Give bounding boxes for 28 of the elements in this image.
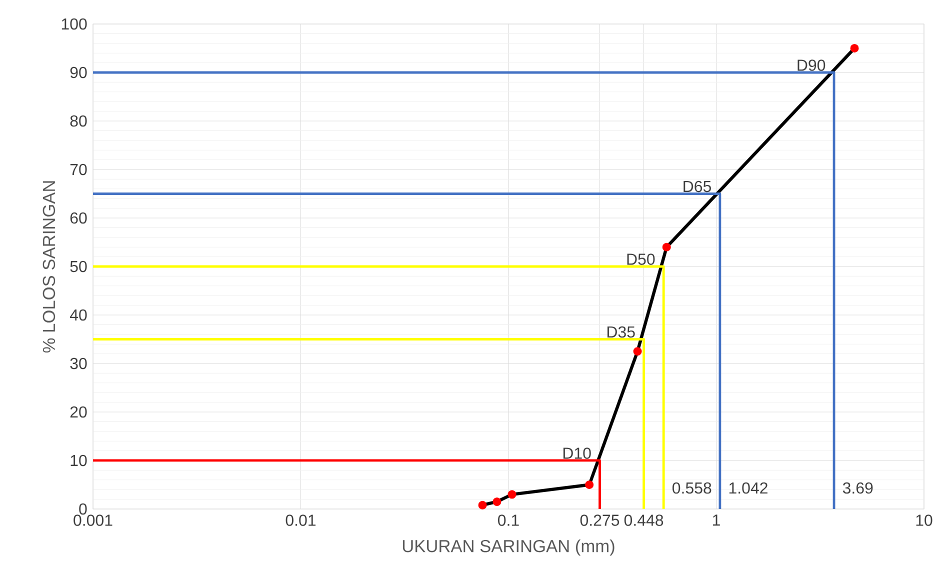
series-label: D10 [563, 448, 591, 459]
y-tick-label: 70 [70, 164, 87, 176]
x-tick-label: 10 [916, 514, 932, 526]
x-tick-label: 0.275 [580, 514, 620, 526]
annotation: 1.042 [729, 482, 768, 494]
x-tick-label: 0.001 [74, 514, 112, 526]
x-tick-label: 1 [713, 514, 720, 526]
y-tick-label: 80 [70, 115, 87, 127]
series-label: D65 [684, 180, 711, 192]
x-tick-label: 0.448 [624, 514, 664, 526]
x-tick-label: 0.1 [498, 514, 519, 526]
x-axis-title: UKURAN SARINGAN (mm) [402, 540, 614, 556]
y-tick-label: 90 [70, 66, 87, 78]
series-label: D90 [798, 60, 826, 71]
y-tick-label: 60 [70, 212, 87, 224]
y-tick-label: 0 [79, 503, 87, 515]
annotation: 0.558 [672, 482, 712, 494]
y-tick-label: 30 [70, 358, 87, 370]
series-label: D35 [607, 326, 635, 338]
x-tick-label: 0.01 [286, 514, 316, 526]
y-tick-label: 10 [70, 454, 87, 466]
annotation: 3.69 [842, 482, 873, 494]
y-tick-label: 40 [70, 309, 87, 321]
y-tick-label: 20 [70, 406, 87, 418]
series-label: D50 [627, 254, 655, 265]
y-axis-title: % LOLOS SARINGAN [42, 181, 56, 353]
y-tick-label: 100 [62, 18, 87, 30]
y-tick-label: 50 [70, 260, 87, 272]
